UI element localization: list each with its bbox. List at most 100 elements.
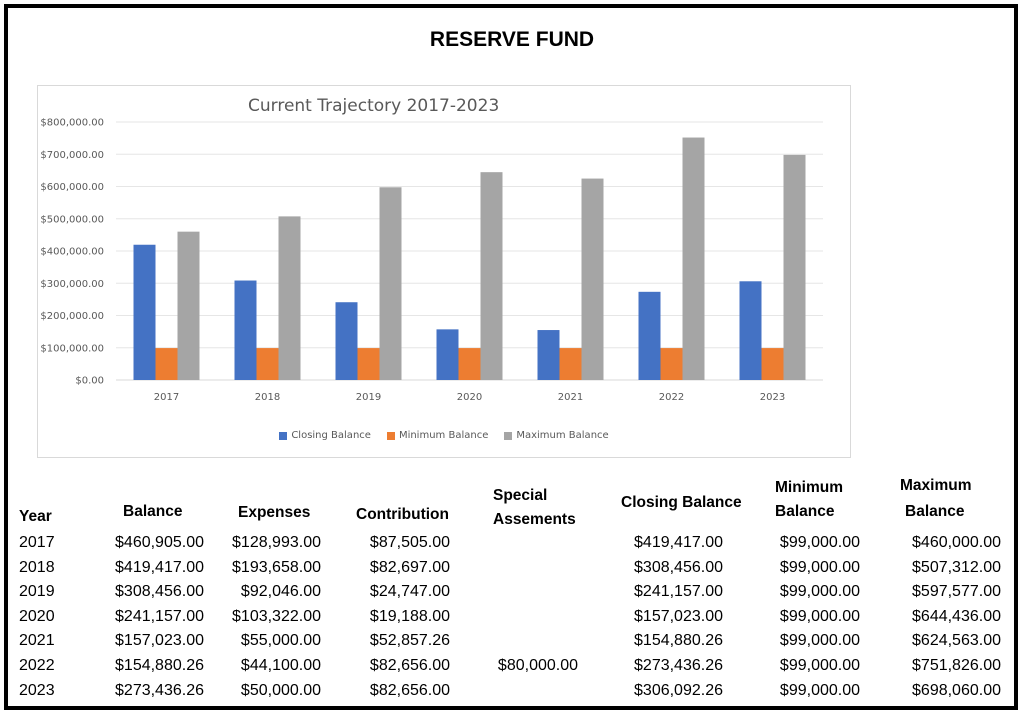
x-tick-label: 2022	[659, 392, 684, 403]
legend-swatch	[386, 431, 395, 440]
header-year: Year	[19, 508, 52, 525]
y-tick-label: $200,000.00	[40, 311, 104, 322]
cell-closing: $154,880.26	[634, 632, 723, 650]
y-tick-label: $100,000.00	[40, 343, 104, 354]
header-minimum-line2: Balance	[775, 503, 835, 520]
cell-year: 2022	[19, 657, 55, 674]
bar-maximum-balance	[278, 216, 301, 380]
bar-minimum-balance	[357, 348, 380, 380]
cell-year: 2023	[19, 681, 55, 699]
cell-contribution: $52,857.26	[369, 632, 450, 650]
cell-minimum: $99,000.00	[779, 534, 860, 551]
cell-minimum: $99,000.00	[779, 558, 860, 576]
legend-label: Closing Balance	[291, 430, 371, 441]
cell-maximum: $698,060.00	[912, 681, 1001, 699]
chart-title: Current Trajectory 2017-2023	[248, 96, 500, 116]
cell-maximum: $460,000.00	[912, 534, 1001, 551]
cell-balance: $157,023.00	[115, 632, 204, 650]
bar-maximum-balance	[581, 178, 604, 380]
cell-minimum: $99,000.00	[779, 632, 860, 650]
cell-maximum: $597,577.00	[912, 583, 1001, 601]
bar-closing-balance	[638, 291, 661, 380]
x-tick-label: 2019	[356, 392, 381, 403]
cell-contribution: $82,697.00	[369, 558, 450, 576]
cell-contribution: $82,656.00	[369, 657, 450, 674]
legend-item: Closing Balance	[279, 430, 371, 441]
cell-expenses: $50,000.00	[240, 681, 321, 699]
bar-closing-balance	[335, 302, 358, 380]
bar-minimum-balance	[559, 348, 582, 380]
header-special-line2: Assements	[493, 511, 576, 528]
x-tick-label: 2018	[255, 392, 280, 403]
bar-minimum-balance	[458, 348, 481, 380]
cell-maximum: $624,563.00	[912, 632, 1001, 650]
bar-maximum-balance	[682, 137, 705, 380]
header-maximum-line2: Balance	[905, 503, 965, 520]
bar-closing-balance	[436, 329, 459, 380]
y-tick-label: $800,000.00	[40, 118, 104, 129]
header-minimum-line1: Minimum	[775, 479, 844, 496]
x-tick-label: 2020	[457, 392, 482, 403]
bar-closing-balance	[234, 280, 257, 380]
cell-balance: $308,456.00	[115, 583, 204, 601]
header-special-line1: Special	[493, 487, 548, 504]
cell-contribution: $19,188.00	[369, 607, 450, 625]
cell-contribution: $24,747.00	[369, 583, 450, 601]
header-contribution: Contribution	[356, 506, 449, 523]
legend-label: Maximum Balance	[516, 430, 609, 441]
y-tick-label: $400,000.00	[40, 247, 104, 258]
cell-year: 2017	[19, 534, 55, 551]
x-tick-label: 2023	[760, 392, 785, 403]
cell-closing: $273,436.26	[634, 657, 723, 674]
cell-maximum: $644,436.00	[912, 607, 1001, 625]
cell-balance: $419,417.00	[115, 558, 204, 576]
cell-minimum: $99,000.00	[779, 657, 860, 674]
y-tick-label: $500,000.00	[40, 214, 104, 225]
bar-chart: $0.00 $100,000.00 $200,000.00 $300,000.00 $4…	[40, 118, 823, 403]
cell-expenses: $103,322.00	[232, 607, 321, 625]
bar-maximum-balance	[177, 231, 200, 380]
cell-expenses: $44,100.00	[240, 657, 321, 674]
bar-closing-balance	[133, 244, 156, 380]
bar-maximum-balance	[783, 154, 806, 380]
cell-expenses: $193,658.00	[232, 558, 321, 576]
bar-maximum-balance	[480, 172, 503, 380]
cell-minimum: $99,000.00	[779, 583, 860, 601]
bar-minimum-balance	[155, 348, 178, 380]
cell-year: 2018	[19, 558, 55, 576]
page-title: RESERVE FUND	[429, 28, 595, 51]
cell-maximum: $751,826.00	[912, 657, 1001, 674]
cell-minimum: $99,000.00	[779, 681, 860, 699]
cell-expenses: $128,993.00	[232, 534, 321, 551]
cell-closing: $306,092.26	[634, 681, 723, 699]
cell-minimum: $99,000.00	[779, 607, 860, 625]
cell-balance: $460,905.00	[115, 534, 204, 551]
header-expenses: Expenses	[238, 504, 311, 521]
cell-closing: $419,417.00	[634, 534, 723, 551]
legend-item: Minimum Balance	[386, 430, 489, 441]
y-tick-label: $700,000.00	[40, 150, 104, 161]
chart-legend: Closing Balance Minimum Balance Maximum Ba…	[38, 430, 850, 441]
y-tick-label: $0.00	[75, 376, 104, 387]
bar-minimum-balance	[761, 348, 784, 380]
cell-year: 2020	[19, 607, 55, 625]
cell-balance: $241,157.00	[115, 607, 204, 625]
chart-container: Current Trajectory 2017-2023 $0.00 $100,0…	[37, 85, 851, 458]
y-tick-label: $600,000.00	[40, 182, 104, 193]
header-closing-balance: Closing Balance	[621, 494, 742, 511]
cell-balance: $273,436.26	[115, 681, 204, 699]
cell-special: $80,000.00	[497, 657, 578, 674]
cell-balance: $154,880.26	[115, 657, 204, 674]
cell-year: 2021	[19, 632, 55, 650]
x-tick-label: 2021	[558, 392, 583, 403]
bar-closing-balance	[537, 330, 560, 380]
legend-label: Minimum Balance	[398, 430, 489, 441]
cell-closing: $308,456.00	[634, 558, 723, 576]
cell-expenses: $55,000.00	[240, 632, 321, 650]
cell-contribution: $87,505.00	[369, 534, 450, 551]
bar-closing-balance	[739, 281, 762, 380]
cell-closing: $241,157.00	[634, 583, 723, 601]
cell-maximum: $507,312.00	[912, 558, 1001, 576]
cell-contribution: $82,656.00	[369, 681, 450, 699]
bar-minimum-balance	[660, 348, 683, 380]
